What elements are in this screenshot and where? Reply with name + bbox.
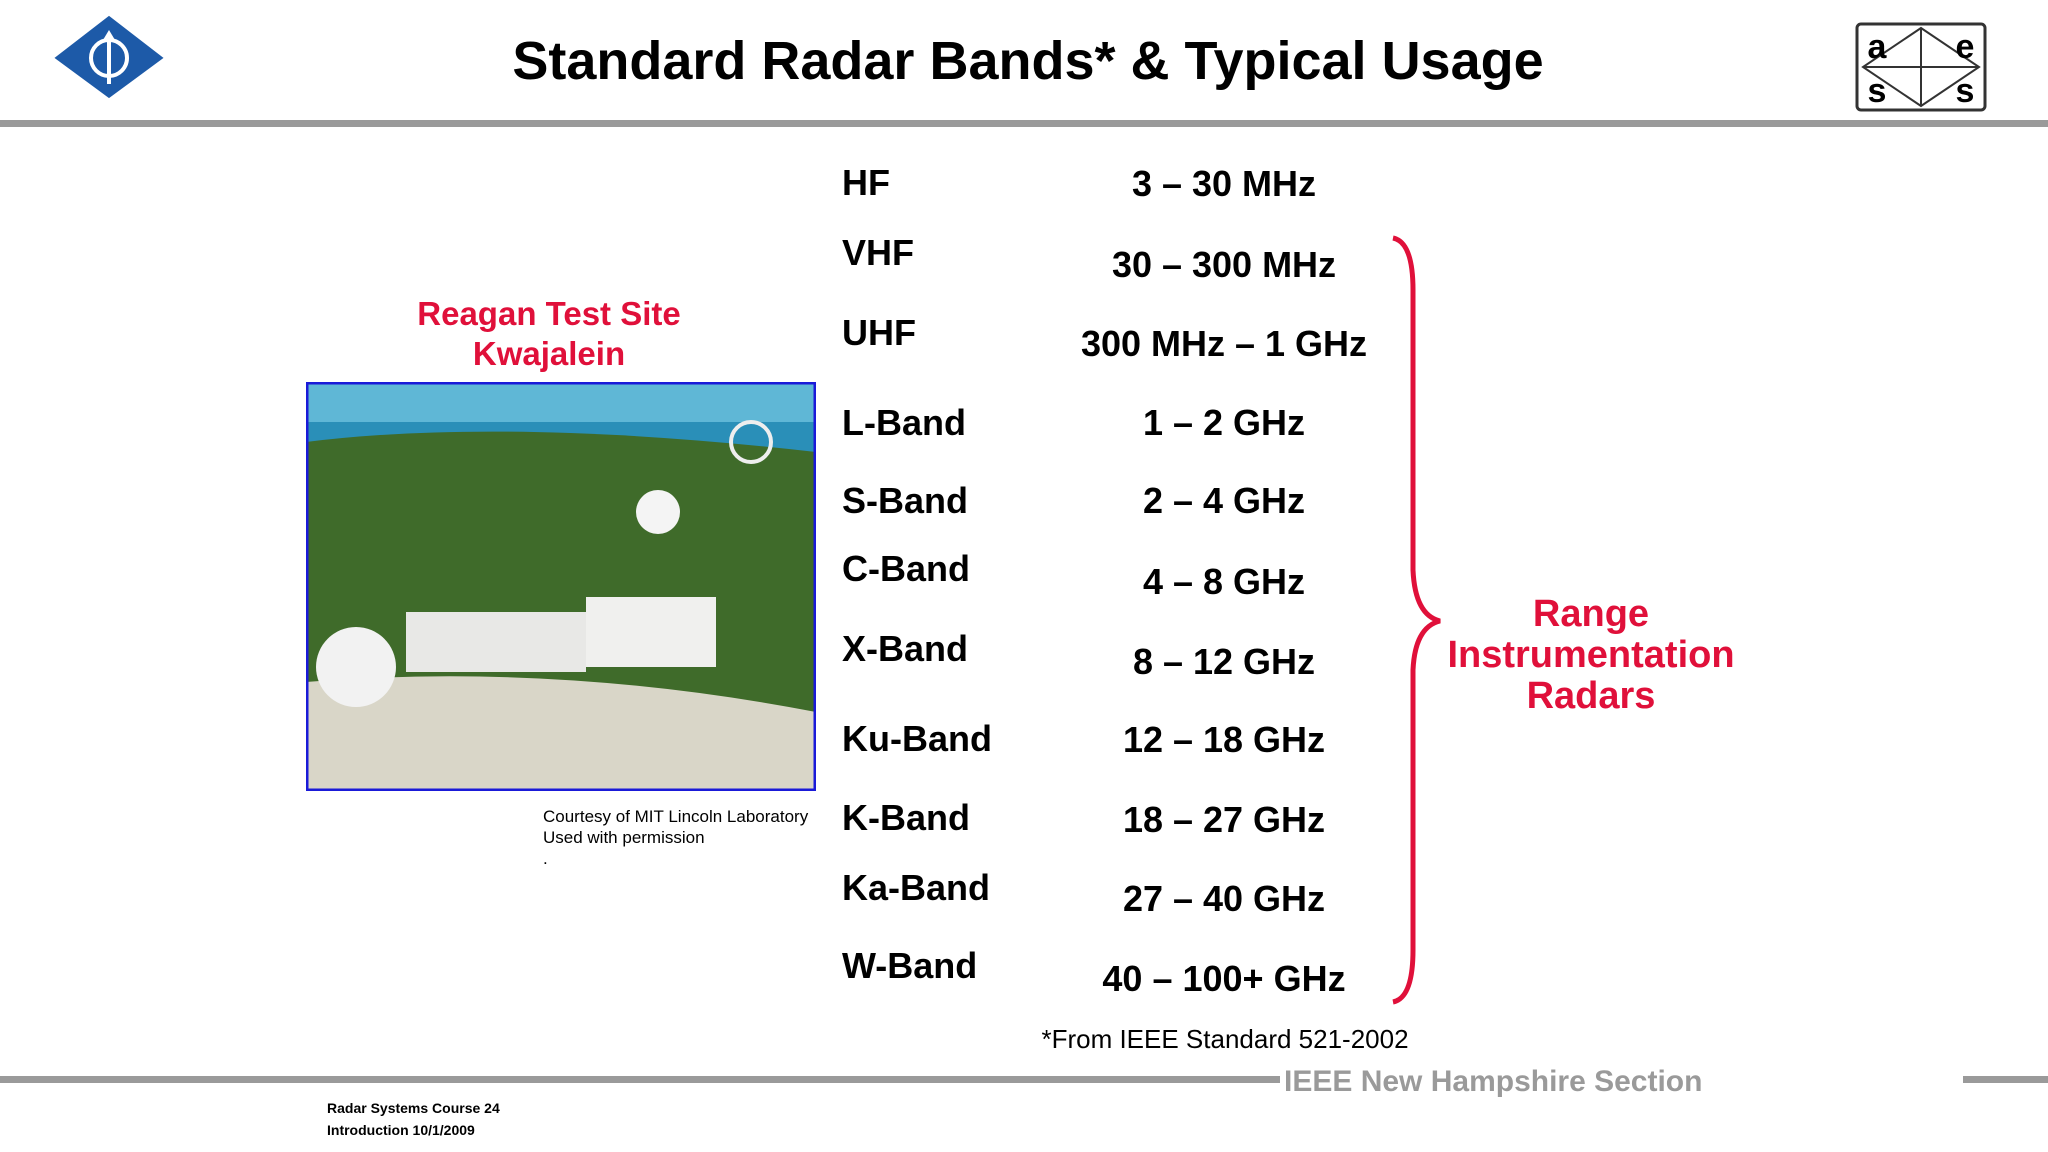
logo-letter: a — [1868, 28, 1888, 66]
band-range: 8 – 12 GHz — [1132, 641, 1316, 682]
bracket — [1392, 235, 1441, 1005]
credit-line: Used with permission — [543, 828, 705, 847]
footer-course: Radar Systems Course 24 Introduction 10/… — [327, 1097, 500, 1141]
band-range: 4 – 8 GHz — [1142, 561, 1306, 602]
band-name: Ka-Band — [842, 867, 991, 908]
footer-rule — [0, 1076, 1280, 1083]
band-name: W-Band — [842, 945, 978, 986]
band-name: S-Band — [842, 480, 968, 521]
band-name: X-Band — [842, 628, 968, 669]
slide-title: Standard Radar Bands* & Typical Usage — [512, 31, 1544, 91]
band-range: 1 – 2 GHz — [1142, 402, 1306, 443]
label-line: Radars — [1526, 675, 1656, 717]
band-name: K-Band — [842, 797, 970, 838]
course-line: Radar Systems Course 24 — [327, 1100, 500, 1116]
logo-letter: e — [1956, 28, 1975, 66]
footer-rule — [1963, 1076, 2048, 1083]
label-line: Instrumentation — [1447, 634, 1735, 676]
band-name: UHF — [842, 312, 916, 353]
bracket-label: Range Instrumentation Radars — [1447, 594, 1734, 717]
logo-letter: s — [1956, 72, 1975, 110]
credit-line: Courtesy of MIT Lincoln Laboratory — [543, 807, 809, 826]
band-range: 2 – 4 GHz — [1142, 480, 1306, 521]
band-name: HF — [842, 162, 890, 203]
footnote: *From IEEE Standard 521-2002 — [1041, 1024, 1409, 1054]
ieee-logo — [49, 12, 169, 102]
band-range: 40 – 100+ GHz — [1102, 958, 1346, 999]
photo-credit: Courtesy of MIT Lincoln Laboratory Used … — [543, 806, 808, 869]
photo-caption: Reagan Test Site Kwajalein — [417, 294, 680, 374]
band-range: 30 – 300 MHz — [1111, 244, 1337, 285]
band-name: L-Band — [842, 402, 966, 443]
credit-line: . — [543, 849, 548, 868]
band-range: 3 – 30 MHz — [1131, 163, 1317, 204]
course-line: Introduction 10/1/2009 — [327, 1122, 475, 1138]
site-photo — [306, 382, 816, 791]
caption-line: Kwajalein — [472, 335, 626, 372]
logo-letter: s — [1868, 72, 1887, 110]
caption-line: Reagan Test Site — [417, 295, 681, 332]
footer-section: IEEE New Hampshire Section — [1284, 1065, 1703, 1098]
header-rule — [0, 120, 2048, 127]
band-name: VHF — [842, 232, 914, 273]
band-range: 300 MHz – 1 GHz — [1080, 323, 1368, 364]
label-line: Range — [1532, 593, 1650, 635]
aess-logo: a e s s — [1855, 22, 1987, 112]
band-name: Ku-Band — [842, 718, 992, 759]
band-name: C-Band — [842, 548, 970, 589]
band-range: 18 – 27 GHz — [1122, 799, 1326, 840]
band-range: 12 – 18 GHz — [1122, 719, 1326, 760]
band-range: 27 – 40 GHz — [1122, 878, 1326, 919]
